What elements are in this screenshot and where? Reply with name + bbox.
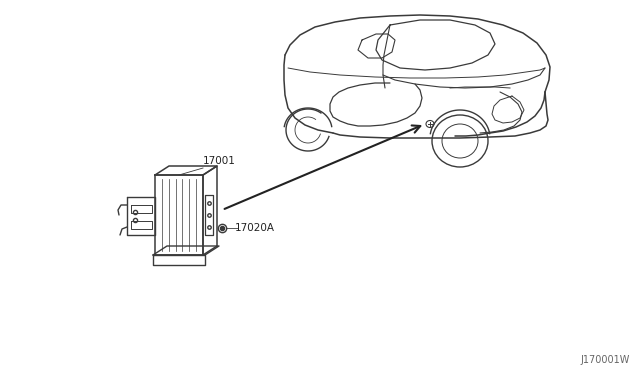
Text: J170001W: J170001W bbox=[580, 355, 630, 365]
Text: 17020A: 17020A bbox=[235, 223, 275, 233]
Text: 17001: 17001 bbox=[203, 156, 236, 166]
